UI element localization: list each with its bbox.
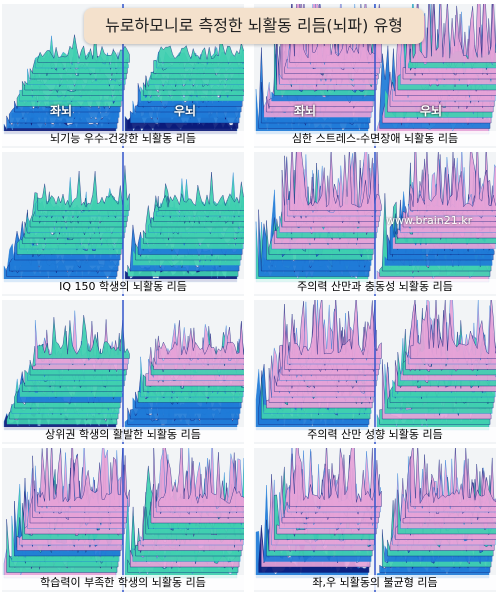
brainwave-surface-plot bbox=[254, 300, 496, 444]
right-brain-label: 우뇌 bbox=[420, 104, 443, 118]
wave-row bbox=[158, 320, 244, 359]
panel-caption: 상위권 학생의 활발한 뇌활동 리듬 bbox=[2, 427, 244, 442]
brainwave-panel-iq150: IQ 150 학생의 뇌활동 리듬 bbox=[2, 152, 244, 296]
wave-row bbox=[37, 315, 130, 359]
left-brain-label: 좌뇌 bbox=[50, 104, 73, 118]
brainwave-surface-plot bbox=[254, 152, 496, 296]
brainwave-surface-plot bbox=[254, 448, 496, 592]
panel-caption: IQ 150 학생의 뇌활동 리듬 bbox=[2, 279, 244, 294]
brainwave-panel-distracted: 주의력 산만 성향 뇌활동 리듬 bbox=[254, 300, 496, 444]
wave-row bbox=[158, 448, 244, 507]
right-brain-label: 우뇌 bbox=[174, 104, 197, 118]
panel-caption: 주의력 산만과 충동성 뇌활동 리듬 bbox=[254, 279, 496, 294]
watermark: www.brain21.kr bbox=[386, 214, 473, 227]
brainwave-panel-adhd: 주의력 산만과 충동성 뇌활동 리듬 bbox=[254, 152, 496, 296]
panel-caption: 좌,우 뇌활동의 불균형 리듬 bbox=[254, 575, 496, 590]
wave-row bbox=[37, 448, 130, 507]
wave-row bbox=[37, 30, 130, 63]
wave-row bbox=[289, 300, 382, 359]
wave-row bbox=[37, 165, 130, 211]
wave-row bbox=[289, 152, 382, 211]
brainwave-surface-plot bbox=[2, 448, 244, 592]
wave-row bbox=[410, 300, 496, 359]
left-brain-label: 좌뇌 bbox=[294, 104, 317, 118]
brainwave-panel-low-learning: 학습력이 부족한 학생의 뇌활동 리듬 bbox=[2, 448, 244, 592]
panel-caption: 학습력이 부족한 학생의 뇌활동 리듬 bbox=[2, 575, 244, 590]
brainwave-panel-top-student: 상위권 학생의 활발한 뇌활동 리듬 bbox=[2, 300, 244, 444]
panel-caption: 심한 스트레스-수면장애 뇌활동 리듬 bbox=[254, 131, 496, 146]
wave-row bbox=[158, 172, 244, 211]
brainwave-surface-plot bbox=[2, 152, 244, 296]
wave-row bbox=[410, 448, 496, 507]
panel-caption: 주의력 산만 성향 뇌활동 리듬 bbox=[254, 427, 496, 442]
wave-row bbox=[289, 448, 382, 507]
brainwave-surface-plot bbox=[2, 300, 244, 444]
panel-caption: 뇌기능 우수-건강한 뇌활동 리듬 bbox=[2, 131, 244, 146]
brainwave-panel-imbalance: 좌,우 뇌활동의 불균형 리듬 bbox=[254, 448, 496, 592]
wave-row bbox=[158, 36, 244, 63]
page-title: 뉴로하모니로 측정한 뇌활동 리듬(뇌파) 유형 bbox=[84, 8, 424, 44]
wave-row bbox=[410, 152, 496, 211]
wave-row bbox=[410, 4, 496, 63]
